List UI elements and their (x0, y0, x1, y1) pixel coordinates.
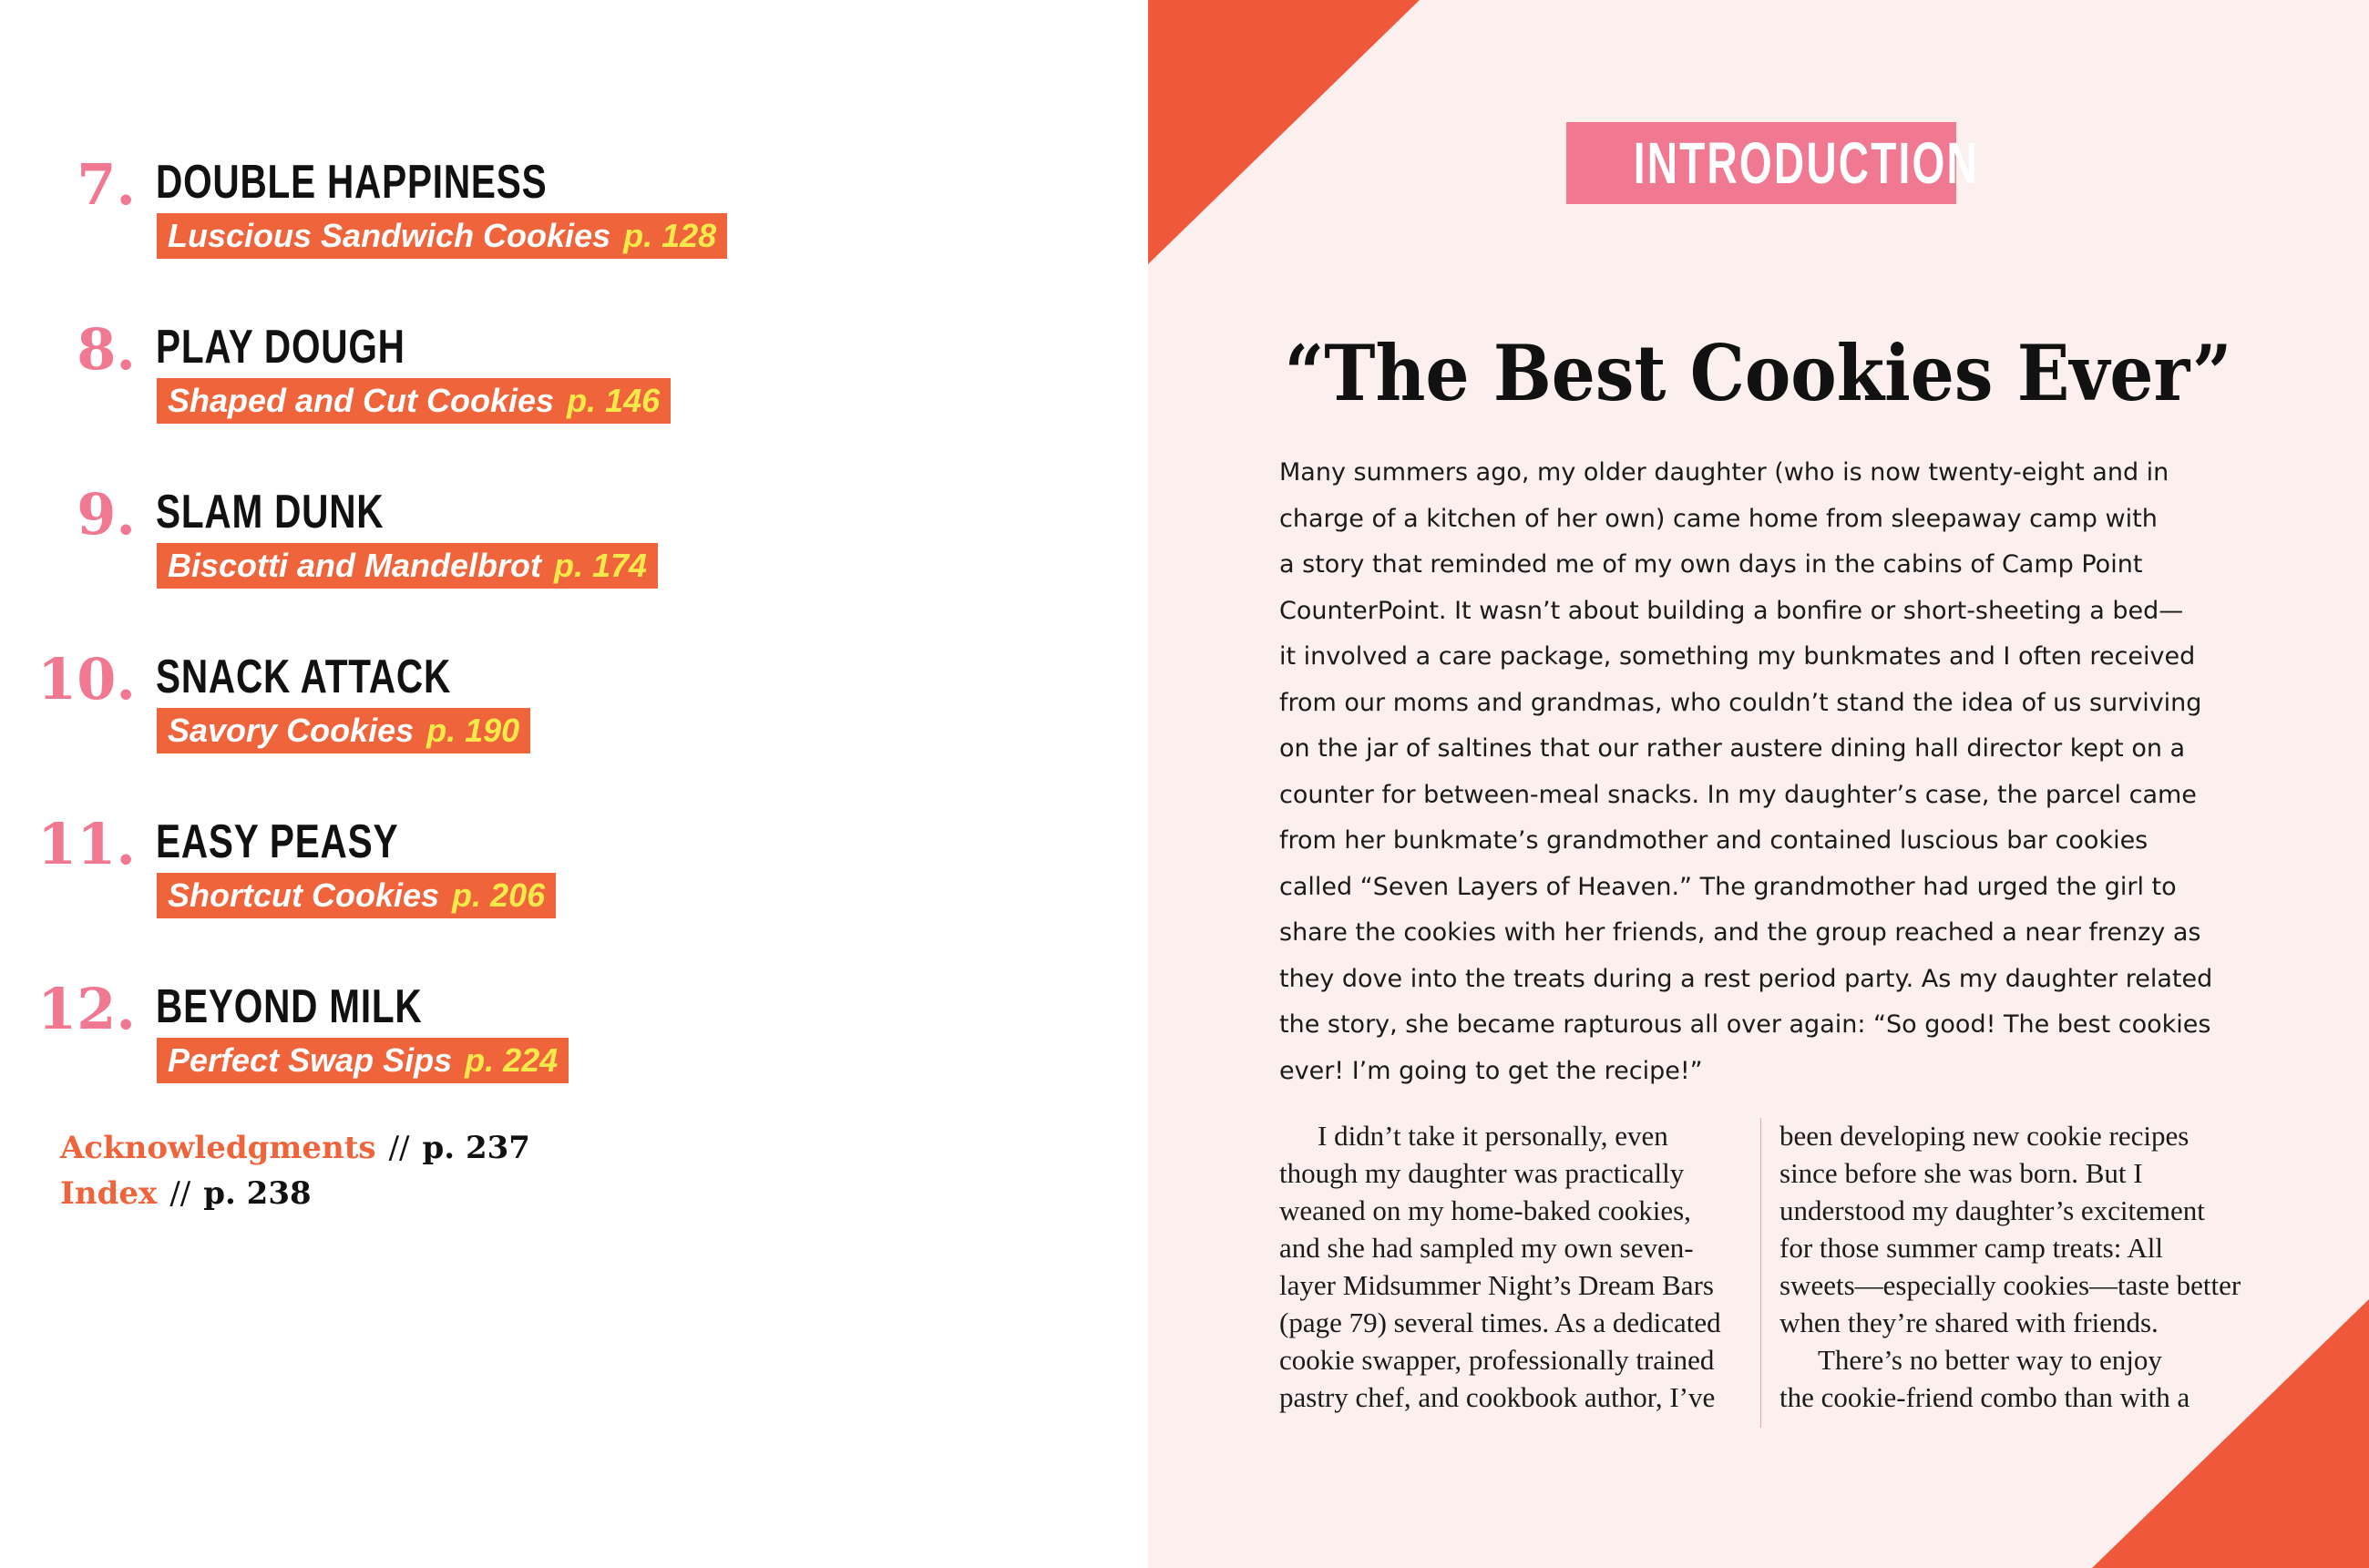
intro-paragraph: Many summers ago, my older daughter (who… (1279, 450, 2212, 1094)
chapter-page: p. 174 (554, 547, 648, 584)
chapter-subtitle: Savory Cookies (168, 712, 415, 749)
chapter-title: DOUBLE HAPPINESS (156, 156, 548, 209)
separator: // (169, 1175, 191, 1212)
chapter-subtitle-bar: Shortcut Cookies p. 206 (157, 873, 557, 918)
back-matter-label: Index (60, 1175, 158, 1212)
chapter-number: 10. (37, 646, 136, 712)
chapter-page: p. 190 (426, 712, 520, 749)
chapter-subtitle-bar: Shaped and Cut Cookies p. 146 (157, 378, 672, 424)
chapter-page: p. 128 (623, 217, 717, 254)
page-title-text: “The Best Cookies Ever” (1285, 328, 2232, 418)
chapter-title: BEYOND MILK (156, 980, 423, 1033)
back-matter-index: Index // p. 238 (60, 1175, 312, 1212)
bottom-right-triangle (2092, 1299, 2369, 1568)
text-line: for those summer camp treats: All (1779, 1232, 2163, 1264)
chapter-number: 9. (77, 481, 136, 548)
text-column-left: I didn’t take it personally, even though… (1279, 1117, 1721, 1416)
back-matter-page: p. 238 (203, 1175, 312, 1212)
chapter-number: 7. (77, 151, 136, 218)
section-badge-label: INTRODUCTION (1633, 130, 1979, 196)
chapter-title: EASY PEASY (156, 815, 399, 868)
toc-item: 7. DOUBLE HAPPINESS Luscious Sandwich Co… (0, 151, 1093, 337)
chapter-page: p. 224 (465, 1041, 559, 1079)
text-line: called “Seven Layers of Heaven.” The gra… (1279, 872, 2177, 901)
text-line: share the cookies with her friends, and … (1279, 918, 2201, 947)
chapter-subtitle-bar: Luscious Sandwich Cookies p. 128 (157, 213, 728, 259)
text-line: since before she was born. But I (1779, 1157, 2143, 1189)
chapter-subtitle-bar: Biscotti and Mandelbrot p. 174 (157, 543, 659, 589)
text-line: There’s no better way to enjoy (1818, 1344, 2162, 1376)
column-divider (1760, 1118, 1761, 1428)
chapter-subtitle: Perfect Swap Sips (168, 1041, 453, 1079)
text-line: Many summers ago, my older daughter (who… (1279, 458, 2169, 487)
text-line: from her bunkmate’s grandmother and cont… (1279, 826, 2149, 855)
toc-item: 8. PLAY DOUGH Shaped and Cut Cookies p. 1… (0, 316, 1093, 502)
top-left-triangle (1148, 0, 1420, 264)
chapter-number: 11. (37, 811, 136, 877)
section-badge: INTRODUCTION (1566, 122, 1977, 204)
back-matter-acknowledgments: Acknowledgments // p. 237 (60, 1130, 530, 1166)
toc-item: 9. SLAM DUNK Biscotti and Mandelbrot p. 1… (0, 481, 1093, 667)
chapter-number: 12. (37, 976, 136, 1042)
text-line: weaned on my home-baked cookies, (1279, 1194, 1691, 1226)
text-line: on the jar of saltines that our rather a… (1279, 734, 2186, 763)
chapter-subtitle: Biscotti and Mandelbrot (168, 547, 542, 584)
text-line: CounterPoint. It wasn’t about building a… (1279, 596, 2184, 625)
chapter-page: p. 146 (567, 382, 661, 419)
toc-item: 10. SNACK ATTACK Savory Cookies p. 190 (0, 646, 1093, 832)
text-line: from our moms and grandmas, who couldn’t… (1279, 688, 2202, 717)
chapter-page: p. 206 (452, 876, 546, 914)
text-line: ever! I’m going to get the recipe!” (1279, 1056, 1703, 1085)
right-page-introduction: INTRODUCTION “The Best Cookies Ever” Man… (1148, 0, 2369, 1568)
chapter-subtitle: Luscious Sandwich Cookies (168, 217, 611, 254)
chapter-number: 8. (77, 316, 136, 383)
chapter-title: SNACK ATTACK (156, 651, 452, 703)
left-page-contents: 7. DOUBLE HAPPINESS Luscious Sandwich Co… (0, 0, 1148, 1568)
back-matter-page: p. 237 (422, 1130, 530, 1166)
page-title: “The Best Cookies Ever” (1148, 328, 2369, 418)
back-matter-label: Acknowledgments (60, 1130, 376, 1166)
chapter-title: SLAM DUNK (156, 486, 385, 538)
chapter-subtitle-bar: Savory Cookies p. 190 (157, 708, 531, 753)
decorative-triangles (1148, 0, 2369, 1568)
text-line: they dove into the treats during a rest … (1279, 964, 2213, 993)
toc-item: 12. BEYOND MILK Perfect Swap Sips p. 224 (0, 976, 1093, 1162)
text-line: I didn’t take it personally, even (1318, 1120, 1668, 1152)
text-line: been developing new cookie recipes (1779, 1120, 2190, 1152)
text-line: cookie swapper, professionally trained (1279, 1344, 1715, 1376)
text-line: a story that reminded me of my own days … (1279, 550, 2143, 579)
toc-item: 11. EASY PEASY Shortcut Cookies p. 206 (0, 811, 1093, 997)
text-line: the story, she became rapturous all over… (1279, 1010, 2211, 1039)
chapter-subtitle-bar: Perfect Swap Sips p. 224 (157, 1038, 569, 1083)
text-line: pastry chef, and cookbook author, I’ve (1279, 1381, 1716, 1413)
text-line: sweets—especially cookies—taste better (1779, 1269, 2241, 1301)
text-line: when they’re shared with friends. (1779, 1307, 2159, 1338)
text-line: understood my daughter’s excitement (1779, 1194, 2205, 1226)
text-column-right: been developing new cookie recipes since… (1779, 1117, 2241, 1416)
text-line: (page 79) several times. As a dedicated (1279, 1307, 1721, 1338)
separator: // (388, 1130, 410, 1166)
text-line: it involved a care package, something my… (1279, 642, 2196, 671)
text-line: charge of a kitchen of her own) came hom… (1279, 504, 2158, 533)
chapter-subtitle: Shortcut Cookies (168, 876, 440, 914)
text-line: the cookie-friend combo than with a (1779, 1381, 2190, 1413)
text-line: layer Midsummer Night’s Dream Bars (1279, 1269, 1714, 1301)
chapter-subtitle: Shaped and Cut Cookies (168, 382, 555, 419)
chapter-title: PLAY DOUGH (156, 321, 405, 374)
text-line: and she had sampled my own seven- (1279, 1232, 1694, 1264)
text-line: counter for between-meal snacks. In my d… (1279, 780, 2197, 809)
text-line: though my daughter was practically (1279, 1157, 1685, 1189)
